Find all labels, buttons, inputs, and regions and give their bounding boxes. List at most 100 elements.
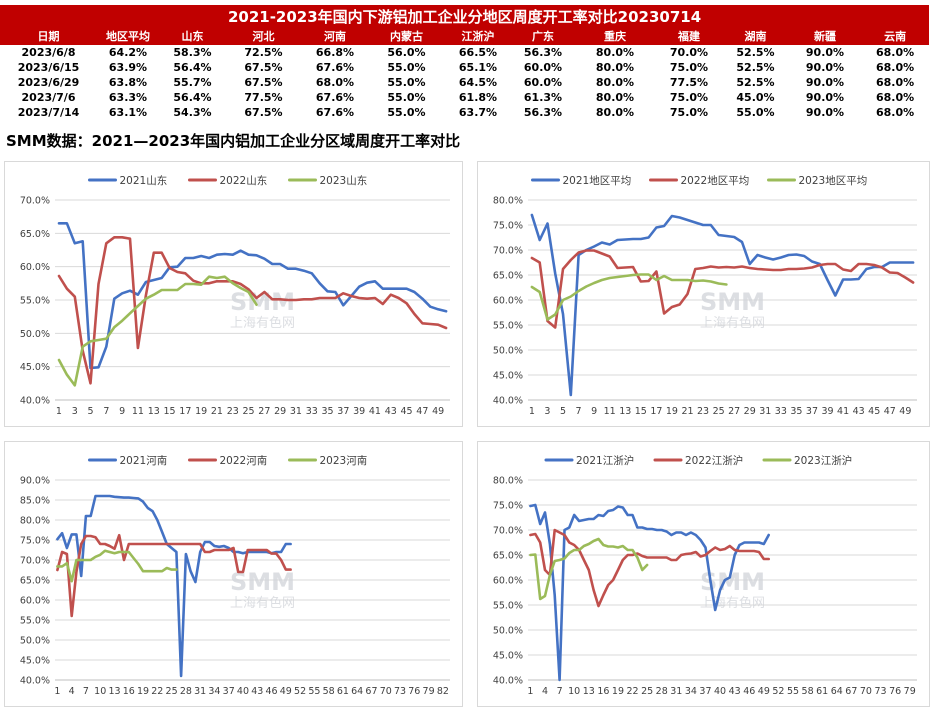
jiangzhehu-chart-svg: 40.0% 45.0% 50.0% 55.0% 60.0% 65.0% 70.0% 75.0%…	[493, 454, 917, 697]
table-cell: 67.5%	[244, 76, 283, 89]
series-line-2021地区平均	[530, 213, 915, 397]
legend-label: 2023江浙沪	[794, 454, 852, 467]
series-line-2022地区平均	[530, 249, 915, 329]
table-cell: 64.5%	[458, 76, 498, 89]
table-cell: 55.0%	[387, 61, 426, 74]
series-line-2021河南	[56, 494, 292, 678]
x-tick-label: 19	[195, 406, 207, 417]
table-cell: 75.0%	[669, 61, 709, 74]
table-cell: 56.4%	[173, 61, 212, 74]
x-tick-label: 49	[432, 406, 444, 417]
table-cell: 67.6%	[315, 106, 355, 119]
x-tick-label: 82	[437, 686, 449, 697]
x-tick-label: 23	[697, 406, 709, 417]
x-tick-label: 55	[308, 686, 320, 697]
smm-watermark-logo: SMM	[700, 288, 765, 316]
table-cell: 67.6%	[315, 91, 355, 104]
x-tick-label: 43	[251, 686, 263, 697]
x-tick-label: 25	[243, 406, 255, 417]
series-line-2023河南	[56, 549, 178, 583]
legend-label: 2021河南	[120, 454, 168, 467]
table-cell: 68.0%	[875, 46, 915, 59]
table-cell: 52.5%	[736, 46, 775, 59]
x-tick-label: 58	[323, 686, 335, 697]
table-cell: 67.5%	[244, 61, 283, 74]
table-cell: 2023/6/8	[21, 46, 76, 59]
y-tick-label: 75.0%	[493, 221, 523, 232]
x-tick-label: 34	[685, 686, 697, 697]
x-tick-label: 31	[194, 686, 206, 697]
x-tick-label: 49	[899, 406, 911, 417]
x-tick-label: 79	[423, 686, 435, 697]
table-header-cell: 新疆	[789, 29, 861, 45]
table-cell: 68.0%	[875, 91, 915, 104]
x-tick-label: 13	[583, 686, 595, 697]
y-tick-label: 65.0%	[20, 576, 50, 587]
x-tick-label: 64	[831, 686, 843, 697]
series-line-2021山东	[57, 221, 448, 370]
x-tick-label: 1	[56, 406, 62, 417]
x-tick-label: 52	[294, 686, 306, 697]
table-cell: 56.3%	[523, 106, 563, 119]
x-tick-label: 27	[728, 406, 740, 417]
y-tick-label: 65.0%	[493, 271, 523, 282]
table-cell: 58.3%	[173, 46, 212, 59]
x-tick-label: 31	[290, 406, 302, 417]
table-header-cell: 湖南	[722, 29, 789, 45]
y-tick-label: 60.0%	[493, 576, 523, 587]
y-tick-label: 40.0%	[493, 396, 523, 407]
y-tick-label: 60.0%	[20, 262, 50, 273]
x-tick-label: 40	[714, 686, 726, 697]
smm-watermark-text: 上海有色网	[700, 595, 765, 611]
y-tick-label: 45.0%	[493, 371, 523, 382]
x-tick-label: 39	[353, 406, 365, 417]
x-tick-label: 22	[626, 686, 638, 697]
table-cell: 77.5%	[669, 76, 709, 89]
x-tick-label: 10	[568, 686, 580, 697]
y-tick-label: 55.0%	[493, 601, 523, 612]
x-tick-label: 67	[845, 686, 857, 697]
table-header-cell: 河北	[226, 29, 301, 45]
table-cell: 68.0%	[315, 76, 355, 89]
table-cell: 64.2%	[108, 46, 148, 59]
y-tick-label: 45.0%	[493, 651, 523, 662]
y-tick-label: 55.0%	[20, 616, 50, 627]
y-tick-label: 50.0%	[493, 346, 523, 357]
table-cell: 75.0%	[669, 91, 709, 104]
x-tick-label: 76	[889, 686, 901, 697]
table-cell: 68.0%	[875, 61, 915, 74]
y-tick-label: 60.0%	[493, 296, 523, 307]
x-tick-label: 23	[227, 406, 239, 417]
table-cell: 90.0%	[805, 91, 845, 104]
table-cell: 55.0%	[387, 91, 426, 104]
legend-label: 2021地区平均	[563, 174, 632, 187]
y-tick-label: 50.0%	[20, 329, 50, 340]
table-cell: 68.0%	[875, 106, 915, 119]
x-tick-label: 35	[322, 406, 334, 417]
x-tick-label: 15	[635, 406, 647, 417]
shandong-chart: 40.0% 45.0% 50.0% 55.0% 60.0% 65.0% 70.0% 1 3 5 7 9…	[4, 161, 463, 427]
x-tick-label: 52	[772, 686, 784, 697]
x-tick-label: 15	[164, 406, 176, 417]
x-tick-label: 19	[666, 406, 678, 417]
y-tick-label: 40.0%	[20, 676, 50, 687]
table-cell: 90.0%	[805, 106, 845, 119]
table-cell: 80.0%	[595, 61, 635, 74]
table-cell: 72.5%	[244, 46, 283, 59]
table-title: 2021-2023年国内下游铝加工企业分地区周度开工率对比20230714	[0, 5, 930, 29]
table-cell: 80.0%	[595, 76, 635, 89]
x-tick-label: 64	[351, 686, 363, 697]
legend-label: 2022地区平均	[681, 174, 750, 187]
table-cell: 80.0%	[595, 91, 635, 104]
table-row: 2023/6/8 64.2% 58.3% 72.5% 66.8% 56.0% 66.5% 56…	[0, 45, 929, 60]
x-tick-label: 29	[744, 406, 756, 417]
x-tick-label: 17	[650, 406, 662, 417]
regional-average-chart-svg: 40.0% 45.0% 50.0% 55.0% 60.0% 65.0% 70.0% 75.0%…	[493, 174, 917, 417]
x-tick-label: 67	[365, 686, 377, 697]
table-cell: 63.3%	[108, 91, 148, 104]
x-tick-label: 73	[874, 686, 886, 697]
legend-label: 2023河南	[320, 454, 368, 467]
table-header-cell: 河南	[301, 29, 369, 45]
x-tick-label: 58	[802, 686, 814, 697]
x-tick-label: 25	[641, 686, 653, 697]
